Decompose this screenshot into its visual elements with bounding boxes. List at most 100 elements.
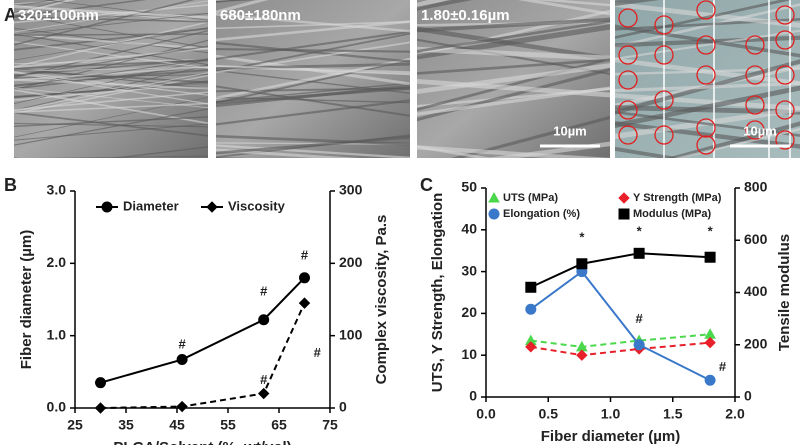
- fiber: [14, 45, 208, 77]
- point: [176, 354, 188, 366]
- y2-tick-label: 400: [744, 283, 768, 299]
- overlay-circle: [618, 100, 638, 120]
- fiber: [216, 20, 410, 42]
- y-tick-label: 3.0: [47, 182, 67, 198]
- fiber: [9, 164, 213, 166]
- series-line: [530, 270, 711, 382]
- series-line: [100, 302, 306, 409]
- fiber: [14, 5, 208, 18]
- overlay-circle: [654, 125, 674, 145]
- point: [576, 258, 588, 270]
- legend-marker: [206, 201, 218, 213]
- fiber: [417, 67, 610, 122]
- x-tick-label: 75: [322, 417, 338, 433]
- fiber: [14, 27, 208, 54]
- fiber: [216, 30, 410, 60]
- fiber: [14, 58, 208, 88]
- scale-bar-label: 10µm: [553, 123, 587, 138]
- fiber: [14, 97, 208, 138]
- fiber: [417, 86, 610, 116]
- y2-tick-label: 0: [744, 388, 752, 404]
- overlay-circle: [654, 45, 674, 65]
- fiber: [14, 116, 208, 127]
- fiber: [14, 0, 195, 46]
- fiber: [14, 91, 208, 111]
- overlay-circle: [618, 8, 638, 28]
- point: [704, 336, 716, 349]
- y-axis-label: UTS, Y Strength, Elongation: [429, 193, 446, 392]
- fiber: [615, 3, 800, 49]
- fiber: [14, 157, 20, 158]
- x-axis-label: PLGA/Solvent (%, wt/vol): [113, 439, 291, 445]
- fiber: [14, 16, 208, 23]
- point: [299, 272, 310, 284]
- fiber: [615, 85, 800, 129]
- overlay-circle: [696, 0, 716, 20]
- fiber: [417, 46, 610, 61]
- y-tick-label: 10: [461, 346, 477, 362]
- x-tick-label: 0.0: [476, 406, 496, 422]
- fiber: [216, 20, 410, 30]
- fiber: [14, 6, 208, 19]
- fibers: [216, 0, 410, 158]
- fiber: [450, 115, 610, 158]
- fiber: [14, 41, 208, 69]
- fiber: [615, 93, 800, 111]
- legend-marker: [618, 192, 630, 204]
- y2-axis-label: Tensile modulus: [776, 234, 793, 351]
- fiber: [14, 21, 208, 68]
- fiber: [14, 33, 208, 66]
- overlay-circle: [745, 95, 765, 115]
- sem-image: 1.80±0.16µm 10µm: [417, 0, 610, 158]
- y2-tick-label: 600: [744, 231, 768, 247]
- fiber: [533, 0, 610, 7]
- fiber: [9, 165, 213, 188]
- y-tick-label: 0: [469, 388, 477, 404]
- fiber: [216, 0, 269, 14]
- fiber: [14, 33, 208, 37]
- image-label: 320±100nm: [18, 7, 99, 24]
- overlay-circle: [696, 65, 716, 85]
- fiber: [14, 111, 208, 137]
- fiber: [417, 145, 610, 158]
- y2-tick-label: 100: [339, 326, 363, 342]
- sem-image: 680±180nm: [216, 0, 410, 158]
- fiber: [615, 121, 800, 149]
- overlay-circle: [775, 30, 795, 50]
- fiber: [14, 59, 208, 105]
- y-tick-label: 0.0: [47, 399, 67, 415]
- series-line: [530, 333, 711, 348]
- series-line: [530, 341, 711, 357]
- annotation: #: [260, 284, 268, 299]
- fiber: [14, 71, 208, 105]
- fiber: [14, 78, 208, 90]
- point: [525, 303, 537, 315]
- fiber: [9, 164, 213, 172]
- annotation: #: [301, 248, 309, 263]
- fiber: [417, 63, 610, 94]
- x-tick-label: 2.0: [725, 406, 745, 422]
- fiber: [216, 156, 249, 158]
- annotation: #: [178, 337, 186, 352]
- point: [525, 341, 537, 353]
- fiber: [9, 172, 213, 173]
- fiber: [485, 141, 610, 158]
- fiber: [14, 108, 208, 146]
- point: [704, 374, 716, 386]
- fiber: [14, 13, 208, 36]
- annotation: *: [708, 223, 714, 238]
- point: [576, 349, 588, 361]
- fiber: [14, 102, 208, 113]
- fiber: [417, 145, 493, 158]
- overlay-circle: [696, 118, 716, 138]
- sem-image: 320±100nm: [9, 0, 213, 188]
- legend-marker: [618, 208, 630, 220]
- overlay-circle: [696, 35, 716, 55]
- fiber: [216, 41, 410, 63]
- y2-tick-label: 800: [744, 179, 768, 195]
- y-tick-label: 1.0: [47, 326, 67, 342]
- fiber: [216, 59, 410, 104]
- overlay-circle: [654, 90, 674, 110]
- fiber: [417, 0, 473, 11]
- legend-label: Modulus (MPa): [633, 208, 712, 220]
